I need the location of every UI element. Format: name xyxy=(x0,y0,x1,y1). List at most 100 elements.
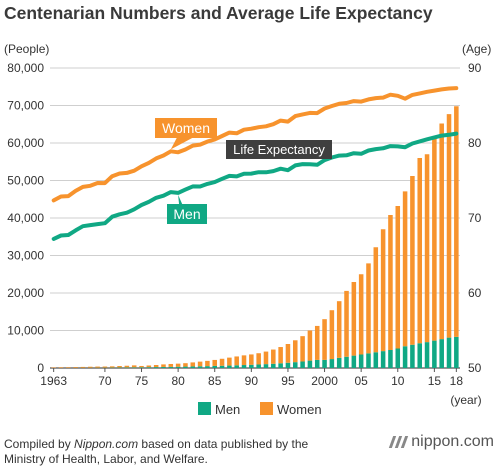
bar-men xyxy=(168,366,174,368)
bar-women xyxy=(161,364,166,367)
life-expectancy-label: Life Expectancy xyxy=(233,142,325,157)
bar-women xyxy=(358,274,364,355)
bar-men xyxy=(446,337,452,368)
bar-men xyxy=(197,366,203,368)
line-series xyxy=(51,86,459,241)
bar-women xyxy=(344,290,349,357)
x-tick-label: 95 xyxy=(281,374,295,388)
bar-men xyxy=(454,336,459,368)
bar-men xyxy=(205,366,210,368)
bar-women xyxy=(278,347,283,364)
y-left-axis-label: (People) xyxy=(4,42,49,56)
bar-women xyxy=(124,365,130,368)
y-left-tick-label: 40,000 xyxy=(7,211,44,225)
bar-women xyxy=(58,367,64,368)
x-tick-label: 15 xyxy=(428,374,442,388)
chart-title: Centenarian Numbers and Average Life Exp… xyxy=(4,3,433,23)
bar-women xyxy=(234,356,239,366)
x-axis-unit-label: (year) xyxy=(450,393,481,407)
bar-men xyxy=(329,359,335,368)
x-tick-label: 2000 xyxy=(311,374,338,388)
callout-women-pointer xyxy=(170,138,193,150)
axes: 0 10,000 20,000 30,000 40,000 50,000 60,000 70,… xyxy=(4,42,491,407)
bar-women xyxy=(417,158,423,344)
brand-name: nippon.com xyxy=(411,433,494,450)
caption-rest: based on data published by the xyxy=(138,437,309,451)
x-tick-label: 10 xyxy=(391,374,405,388)
bar-women xyxy=(80,366,86,368)
bar-men xyxy=(336,357,342,368)
bar-men xyxy=(395,348,401,368)
bar-women xyxy=(66,367,71,368)
bar-men xyxy=(212,365,218,368)
callout-men-text: Men xyxy=(173,206,200,222)
callout-women-box xyxy=(155,118,217,138)
bar-men xyxy=(351,355,357,368)
bar-women xyxy=(95,366,100,368)
y-right-axis-label: (Age) xyxy=(462,42,491,56)
bar-women xyxy=(212,359,218,366)
bar-women xyxy=(351,282,357,356)
y-left-tick-label: 10,000 xyxy=(7,324,44,338)
bar-men xyxy=(358,354,364,368)
legend-swatch-men xyxy=(198,402,211,415)
x-tick-label: 85 xyxy=(208,374,222,388)
source-caption: Compiled by Nippon.com based on data pub… xyxy=(4,437,308,467)
caption-line2: Ministry of Health, Labor, and Welfare. xyxy=(4,452,208,466)
y-left-tick-label: 80,000 xyxy=(7,61,44,75)
bar-women xyxy=(249,354,254,365)
bar-women xyxy=(205,360,210,367)
x-tick-label: 05 xyxy=(354,374,368,388)
bar-women xyxy=(446,114,452,338)
bar-women xyxy=(109,366,115,368)
y-left-tick-label: 50,000 xyxy=(7,174,44,188)
bar-women xyxy=(300,336,305,362)
bar-men xyxy=(402,346,408,368)
callout-men-box xyxy=(167,204,207,224)
bar-men xyxy=(271,363,276,368)
y-right-tick-label: 80 xyxy=(468,136,482,150)
bar-women xyxy=(139,365,144,368)
line-men xyxy=(51,131,459,241)
bar-men xyxy=(278,363,283,368)
bar-men xyxy=(285,362,291,368)
bar-women xyxy=(263,351,269,365)
bar-women xyxy=(87,366,93,368)
y-left-tick-label: 60,000 xyxy=(7,136,44,150)
bar-women xyxy=(292,340,298,363)
bar-men xyxy=(344,356,349,368)
bar-women xyxy=(190,362,196,367)
bar-men xyxy=(256,364,261,368)
bar-men xyxy=(322,359,327,368)
bar-men xyxy=(131,367,137,368)
bar-men xyxy=(373,352,379,368)
y-left-tick-label: 70,000 xyxy=(7,99,44,113)
bar-men xyxy=(300,361,305,368)
bar-women xyxy=(241,355,247,366)
bar-men xyxy=(263,364,269,368)
x-tick-label: 75 xyxy=(135,374,149,388)
bar-men xyxy=(124,367,130,368)
bar-men xyxy=(439,339,444,368)
bar-men xyxy=(249,364,254,368)
bar-men xyxy=(234,365,239,368)
bar-women xyxy=(314,325,320,360)
x-tick-label: 90 xyxy=(245,374,259,388)
bar-men xyxy=(153,367,159,368)
bar-women xyxy=(117,366,122,368)
bar-women xyxy=(388,215,393,350)
caption-source: Nippon.com xyxy=(74,437,139,451)
bar-women xyxy=(271,349,276,364)
bar-women xyxy=(410,176,415,345)
bar-women xyxy=(227,357,232,366)
y-right-tick-label: 60 xyxy=(468,286,482,300)
bar-women xyxy=(168,363,174,367)
legend-label-women: Women xyxy=(277,402,322,417)
brand-logo: nippon.com xyxy=(389,433,494,451)
legend-swatch-women xyxy=(260,402,273,415)
y-left-tick-label: 20,000 xyxy=(7,286,44,300)
bar-men xyxy=(424,342,430,368)
bar-men xyxy=(432,340,437,368)
bar-men xyxy=(388,350,393,368)
